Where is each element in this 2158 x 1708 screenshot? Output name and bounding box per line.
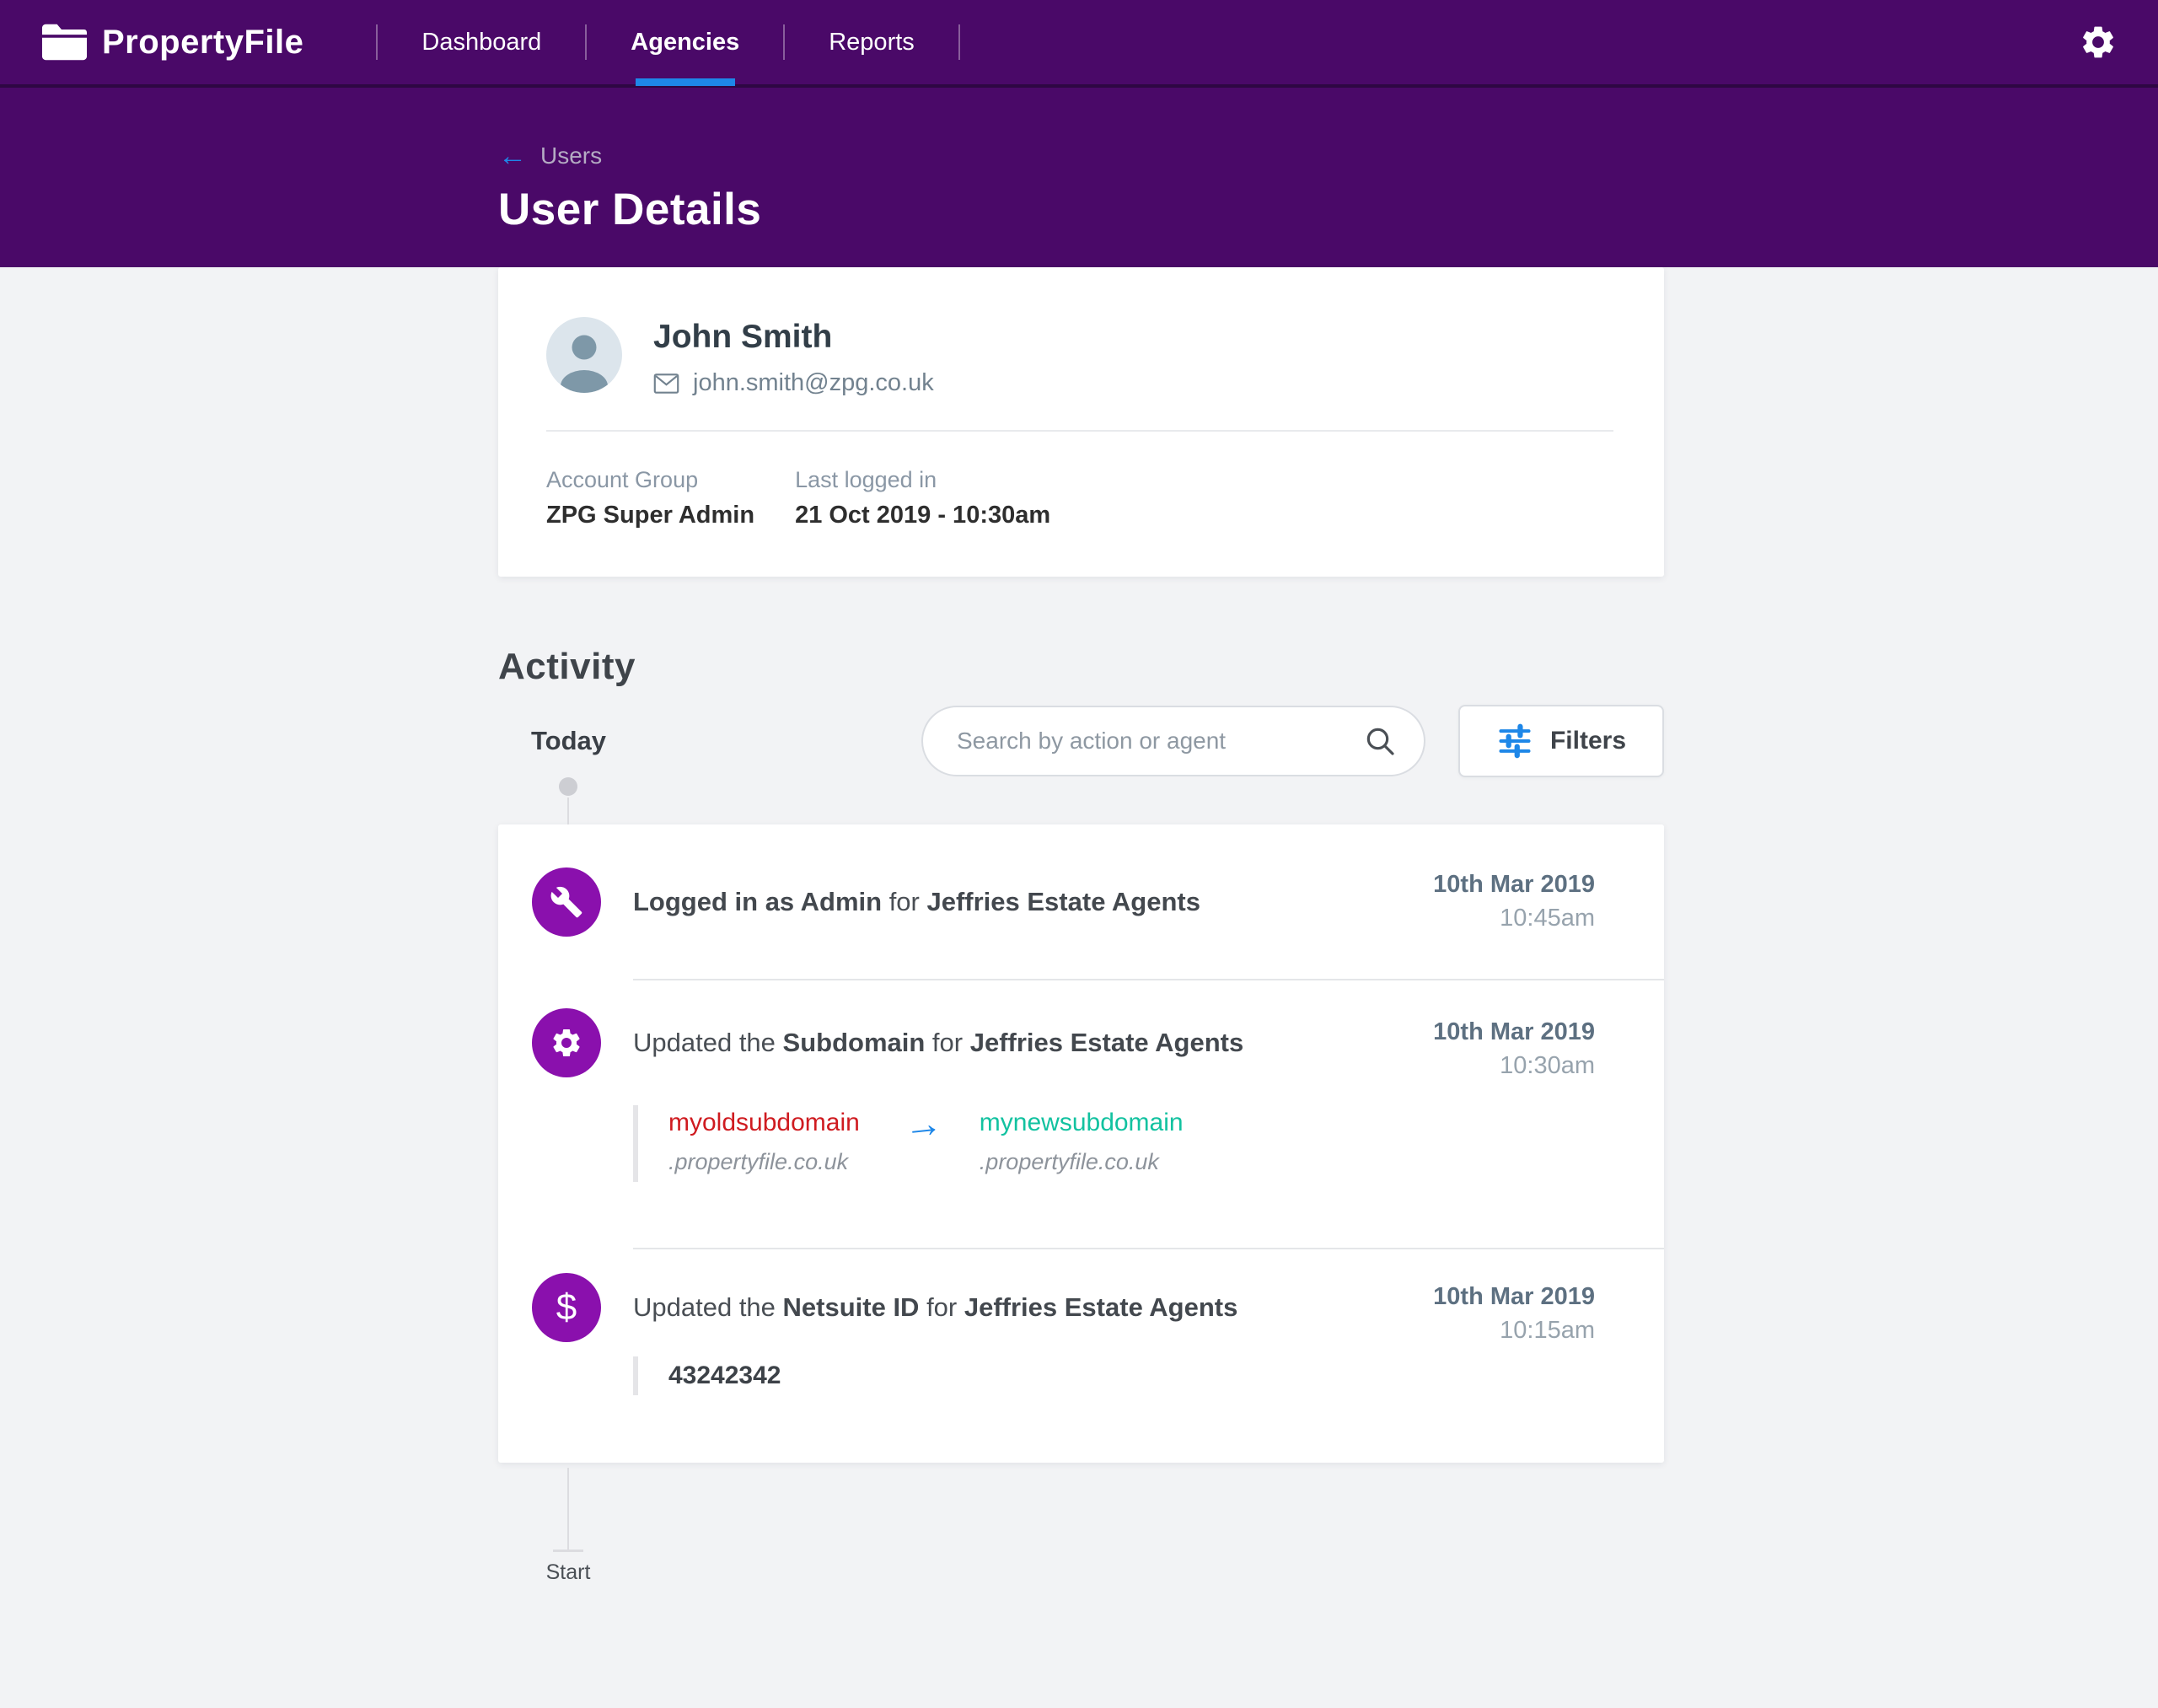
brand-name: PropertyFile — [102, 23, 304, 61]
old-value: myoldsubdomain — [668, 1109, 860, 1136]
filters-label: Filters — [1549, 727, 1627, 755]
main-content: John Smith john.smith@zpg.co.uk Account … — [0, 267, 2158, 1631]
nav-item-label: Agencies — [631, 28, 740, 56]
envelope-icon — [653, 373, 679, 395]
user-profile-card: John Smith john.smith@zpg.co.uk Account … — [498, 267, 1664, 577]
netsuite-id-value: 43242342 — [668, 1362, 781, 1389]
active-tab-underline — [635, 78, 735, 86]
new-value-suffix: .propertyfile.co.uk — [979, 1149, 1159, 1174]
timeline-dot — [559, 777, 577, 796]
folder-icon — [40, 23, 89, 62]
old-value-column: myoldsubdomain .propertyfile.co.uk — [668, 1109, 860, 1175]
field-value: 21 Oct 2019 - 10:30am — [795, 502, 1051, 529]
back-link-label: Users — [540, 142, 603, 169]
activity-heading: Activity — [498, 646, 636, 687]
entry-date: 10th Mar 2019 — [1433, 871, 1595, 898]
entry-text: Updated the Subdomain for Jeffries Estat… — [633, 1028, 1244, 1057]
gear-icon — [532, 1008, 601, 1077]
activity-timeline-card: Logged in as Admin for Jeffries Estate A… — [498, 824, 1664, 1463]
activity-toolbar: Today — [498, 705, 1664, 777]
nav-menu: Dashboard Agencies Reports — [376, 0, 960, 86]
entry-text: Logged in as Admin for Jeffries Estate A… — [633, 886, 1200, 916]
activity-entry: Updated the Subdomain for Jeffries Estat… — [498, 980, 1664, 1248]
entry-time: 10:15am — [1500, 1317, 1595, 1344]
page-title: User Details — [498, 185, 762, 234]
nav-item-label: Reports — [829, 28, 915, 56]
activity-entry: Logged in as Admin for Jeffries Estate A… — [498, 824, 1664, 979]
nav-separator — [376, 24, 378, 60]
netsuite-id-detail: 43242342 — [633, 1356, 1595, 1395]
divider — [633, 979, 1664, 980]
settings-gear-icon[interactable] — [2079, 23, 2118, 62]
timeline-line — [567, 798, 569, 824]
nav-item-agencies[interactable]: Agencies — [587, 0, 783, 86]
entry-body: Updated the Netsuite ID for Jeffries Est… — [633, 1273, 1595, 1395]
field-label: Last logged in — [795, 467, 937, 492]
entry-date: 10th Mar 2019 — [1433, 1283, 1595, 1310]
arrow-left-icon: ← — [498, 140, 527, 172]
field-label: Account Group — [546, 467, 699, 492]
entry-header: Updated the Netsuite ID for Jeffries Est… — [633, 1273, 1595, 1345]
activity-entry: $ Updated the Netsuite ID for Jeffries E… — [498, 1249, 1664, 1463]
profile-identity: John Smith john.smith@zpg.co.uk — [653, 317, 934, 397]
entry-time: 10:30am — [1500, 1052, 1595, 1079]
entry-timestamp: 10th Mar 2019 10:15am — [1433, 1283, 1595, 1345]
field-account-group: Account Group ZPG Super Admin — [546, 467, 754, 529]
field-last-logged-in: Last logged in 21 Oct 2019 - 10:30am — [795, 467, 1050, 529]
field-value: ZPG Super Admin — [546, 502, 755, 529]
timeline-connector-bottom: Start — [498, 1463, 2158, 1631]
user-email: john.smith@zpg.co.uk — [693, 369, 934, 396]
sliders-icon — [1496, 722, 1533, 760]
entry-time: 10:45am — [1500, 905, 1595, 932]
timeline-end-cap — [553, 1550, 583, 1552]
entry-date: 10th Mar 2019 — [1433, 1018, 1595, 1045]
timeline-connector-top — [498, 777, 2158, 824]
entry-text: Updated the Netsuite ID for Jeffries Est… — [633, 1292, 1238, 1322]
nav-item-dashboard[interactable]: Dashboard — [378, 0, 585, 84]
arrow-right-icon: → — [901, 1099, 945, 1148]
nav-separator — [958, 24, 960, 60]
brand-logo[interactable]: PropertyFile — [40, 23, 303, 62]
entry-timestamp: 10th Mar 2019 10:45am — [1433, 871, 1595, 932]
divider — [546, 430, 1613, 432]
dollar-icon: $ — [532, 1273, 601, 1342]
entry-body: Updated the Subdomain for Jeffries Estat… — [633, 1008, 1595, 1182]
subdomain-change-detail: myoldsubdomain .propertyfile.co.uk → myn… — [633, 1099, 1595, 1182]
user-name: John Smith — [653, 319, 833, 355]
profile-fields: Account Group ZPG Super Admin Last logge… — [546, 467, 1613, 529]
timeline-range-end-label: Start — [545, 1560, 591, 1584]
old-value-suffix: .propertyfile.co.uk — [668, 1149, 849, 1174]
search-input[interactable] — [957, 728, 1363, 755]
avatar — [546, 317, 622, 393]
wrench-icon — [532, 867, 601, 937]
nav-item-label: Dashboard — [421, 28, 542, 56]
timeline-range-start-label: Today — [531, 726, 606, 755]
nav-separator — [783, 24, 786, 60]
entry-timestamp: 10th Mar 2019 10:30am — [1433, 1018, 1595, 1080]
search-icon[interactable] — [1363, 724, 1397, 758]
nav-separator — [585, 24, 588, 60]
timeline-line — [567, 1468, 569, 1550]
entry-body: Logged in as Admin for Jeffries Estate A… — [633, 871, 1595, 932]
divider — [633, 1248, 1664, 1249]
entry-header: Updated the Subdomain for Jeffries Estat… — [633, 1008, 1595, 1080]
new-value-column: mynewsubdomain .propertyfile.co.uk — [980, 1109, 1184, 1175]
back-link[interactable]: ← Users — [498, 88, 602, 170]
activity-search — [921, 706, 1425, 776]
nav-item-reports[interactable]: Reports — [785, 0, 958, 84]
filters-button[interactable]: Filters — [1458, 705, 1664, 777]
user-email-row: john.smith@zpg.co.uk — [653, 369, 934, 397]
new-value: mynewsubdomain — [979, 1109, 1184, 1136]
top-nav: PropertyFile Dashboard Agencies Reports — [0, 0, 2158, 88]
profile-header: John Smith john.smith@zpg.co.uk — [546, 317, 1613, 397]
